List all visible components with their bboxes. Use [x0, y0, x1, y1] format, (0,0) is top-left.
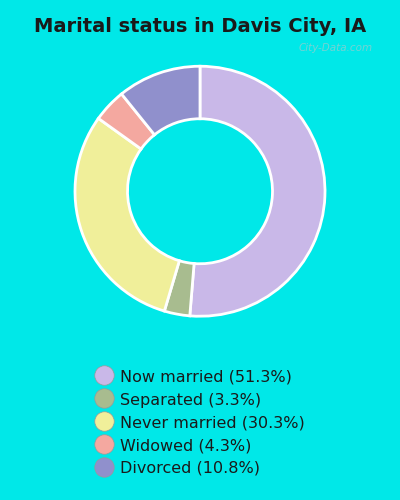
Wedge shape	[98, 94, 154, 149]
Text: City-Data.com: City-Data.com	[299, 43, 373, 53]
Wedge shape	[75, 118, 179, 311]
Wedge shape	[164, 260, 194, 316]
Wedge shape	[190, 66, 325, 316]
Text: Marital status in Davis City, IA: Marital status in Davis City, IA	[34, 18, 366, 36]
Wedge shape	[122, 66, 200, 135]
Legend: Now married (51.3%), Separated (3.3%), Never married (30.3%), Widowed (4.3%), Di: Now married (51.3%), Separated (3.3%), N…	[88, 361, 312, 484]
